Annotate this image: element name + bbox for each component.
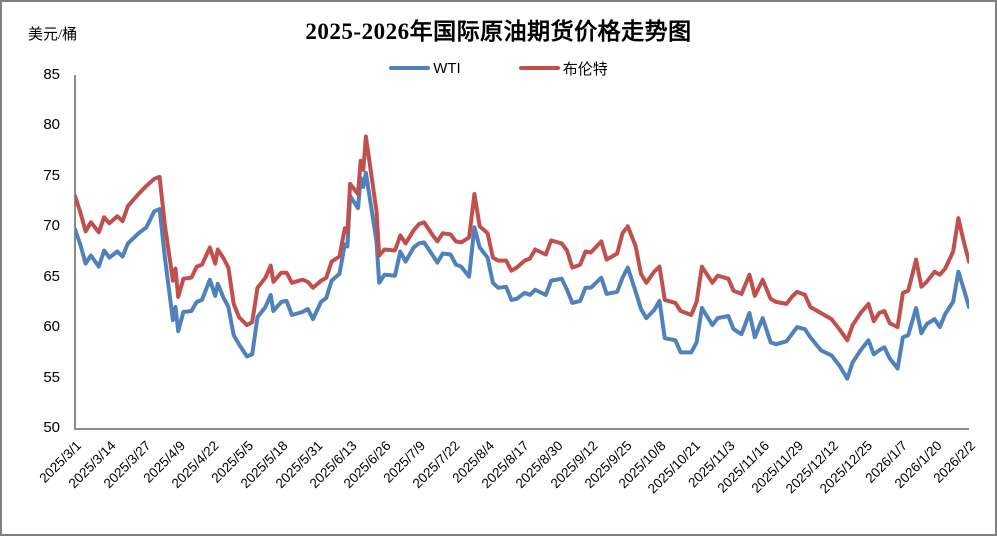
y-tick-label: 75 xyxy=(43,166,60,184)
y-axis-line xyxy=(74,75,76,430)
plot-area xyxy=(75,134,969,381)
x-axis-line xyxy=(74,428,969,430)
y-tick-label: 65 xyxy=(43,267,60,285)
y-tick-label: 55 xyxy=(43,368,60,386)
y-tick-label: 60 xyxy=(43,318,60,336)
legend: WTI 布伦特 xyxy=(2,58,995,79)
y-tick-label: 85 xyxy=(43,66,60,83)
brent-line-swatch xyxy=(518,66,560,70)
y-tick-label: 80 xyxy=(43,116,60,134)
wti-line xyxy=(75,170,969,381)
legend-label-wti: WTI xyxy=(433,59,461,77)
legend-item-wti: WTI xyxy=(389,60,461,77)
y-tick-label: 70 xyxy=(43,217,60,235)
legend-label-brent: 布伦特 xyxy=(562,60,608,78)
y-axis-unit-label: 美元/桶 xyxy=(28,27,78,43)
brent-line xyxy=(75,134,969,343)
chart-title: 2025-2026年国际原油期货价格走势图 xyxy=(305,19,692,44)
y-tick-label: 50 xyxy=(43,419,60,436)
wti-line-swatch xyxy=(389,66,431,70)
legend-item-brent: 布伦特 xyxy=(518,58,608,79)
